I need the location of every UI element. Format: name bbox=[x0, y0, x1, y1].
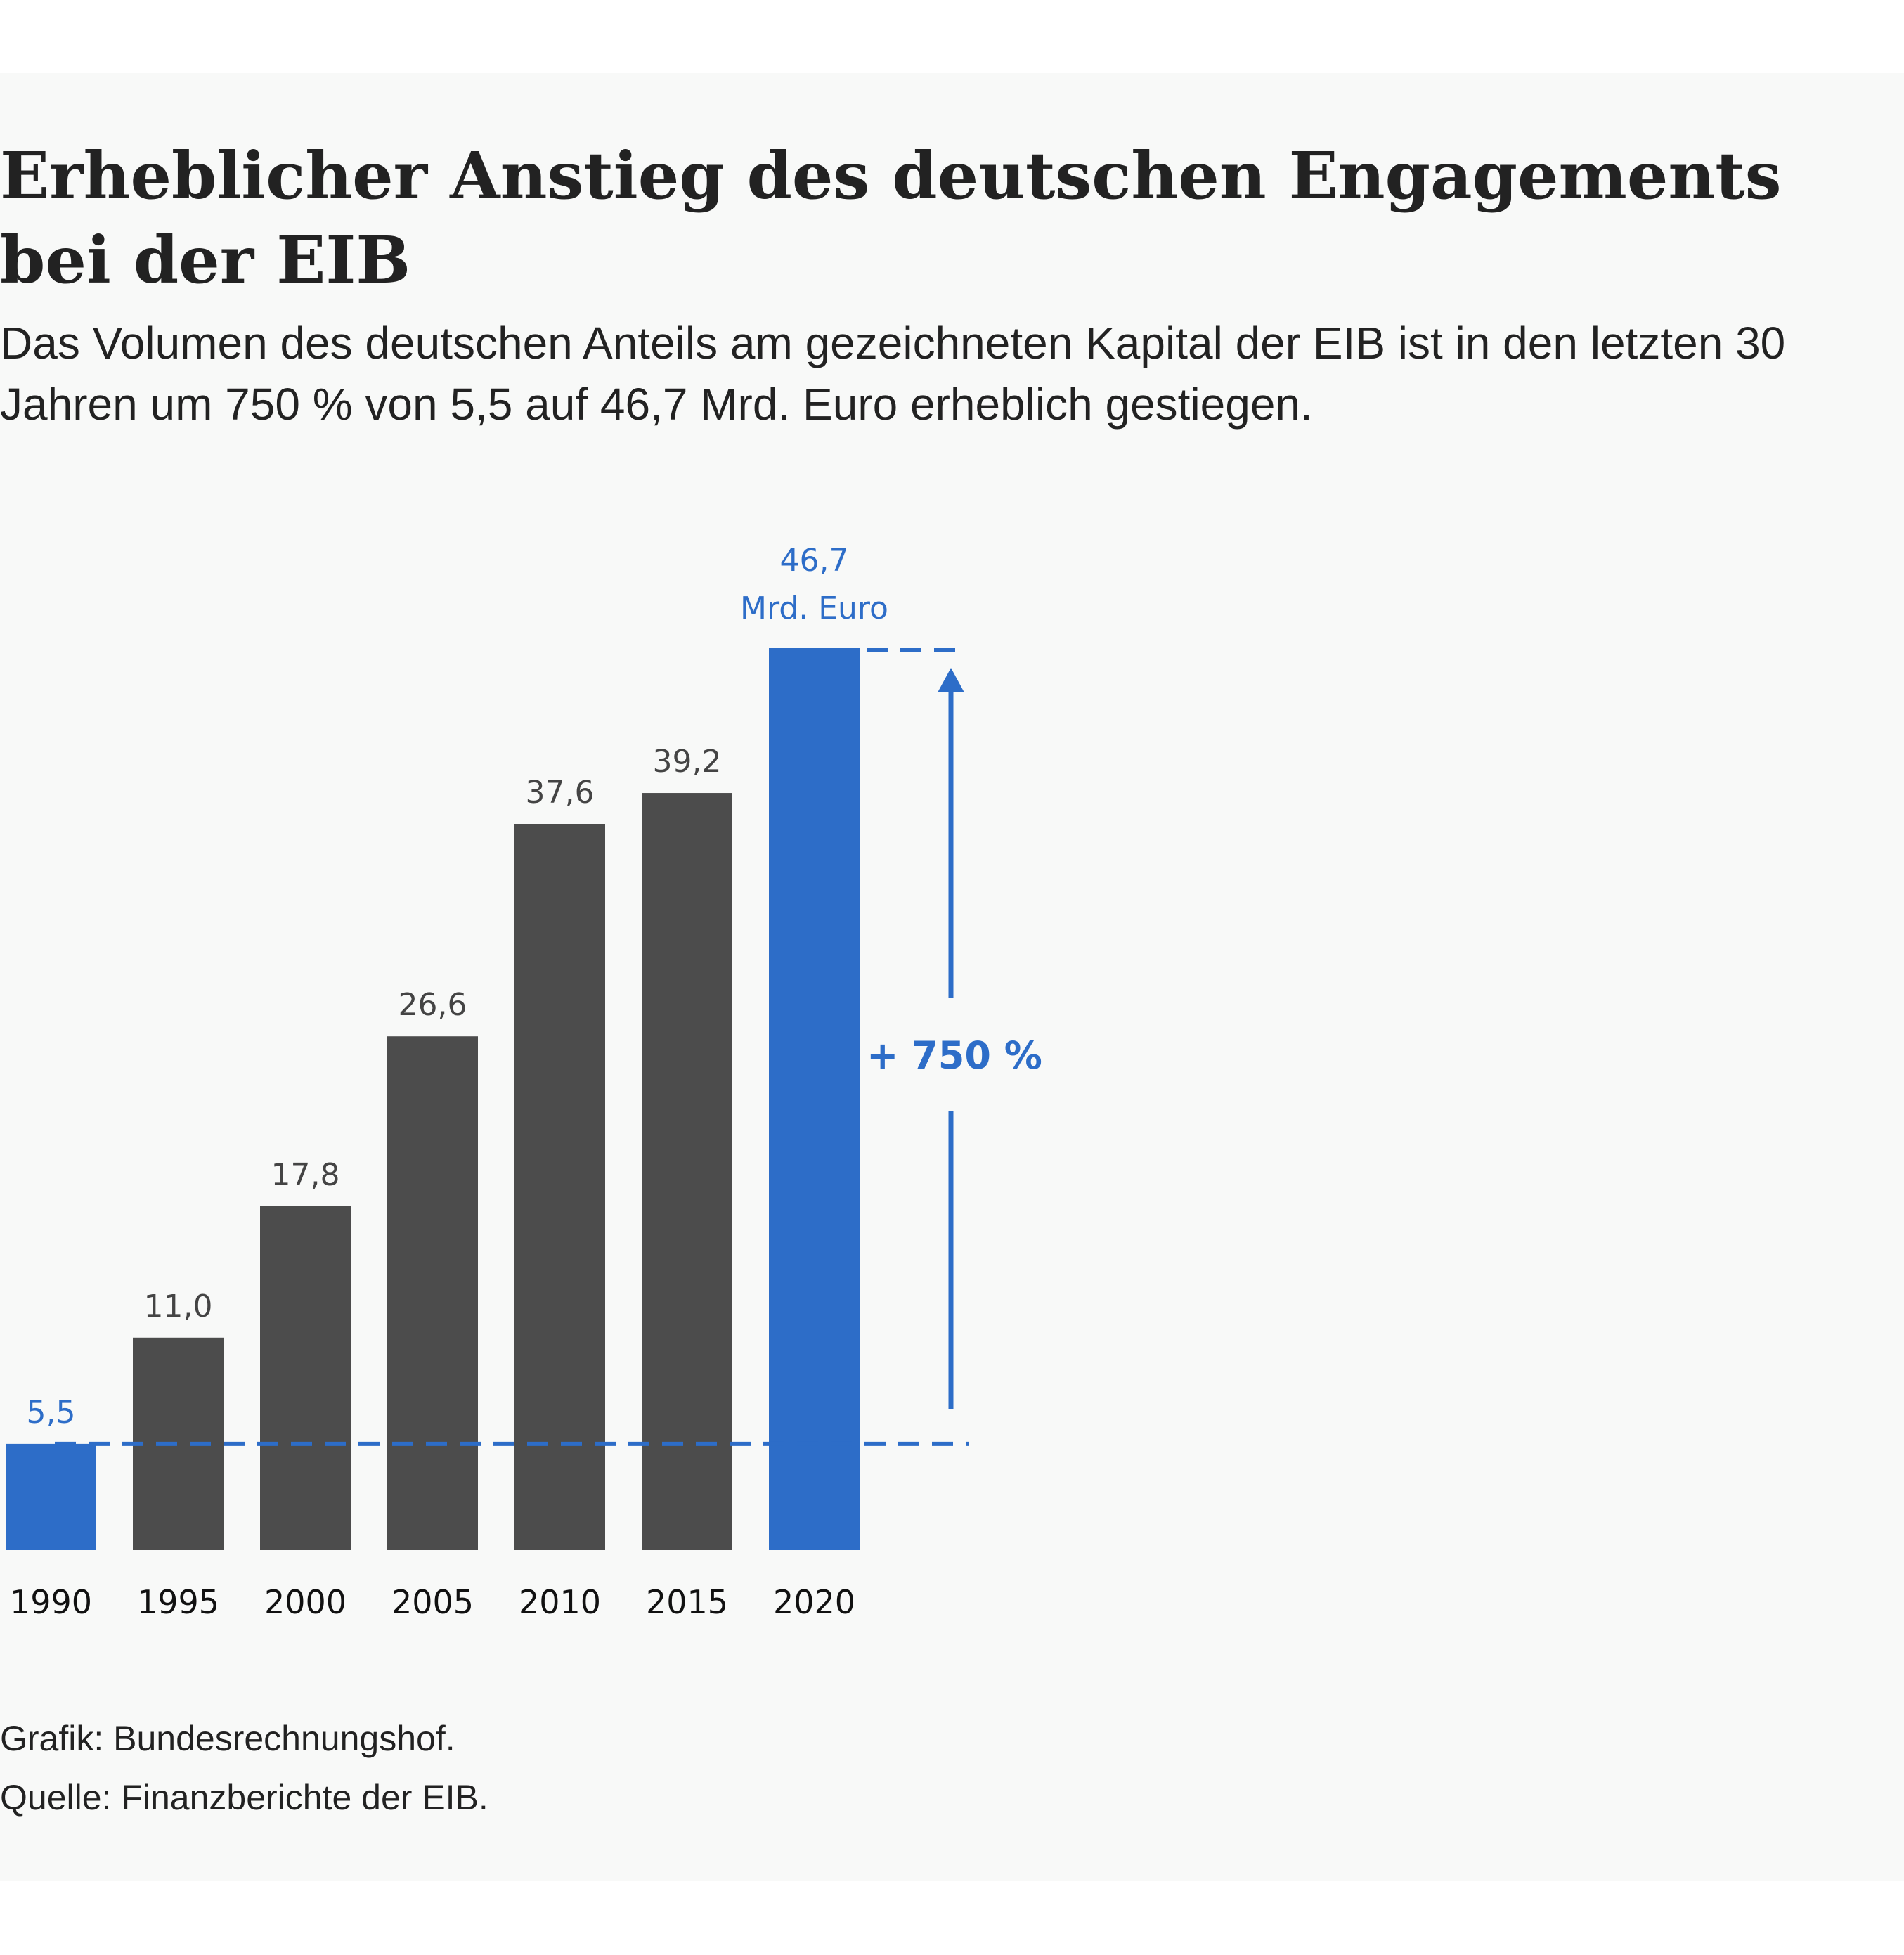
chart-subtitle: Das Volumen des deutschen Anteils am gez… bbox=[0, 318, 1786, 430]
bar-2000 bbox=[260, 1206, 351, 1550]
credit-source: Quelle: Finanzberichte der EIB. bbox=[0, 1778, 488, 1817]
bar-2010 bbox=[514, 824, 605, 1550]
value-label-2015: 39,2 bbox=[653, 744, 722, 780]
bar-2015 bbox=[642, 793, 732, 1550]
growth-annotation-label: + 750 % bbox=[867, 1033, 1042, 1078]
bar-2005 bbox=[387, 1036, 478, 1550]
arrow-head-icon bbox=[938, 668, 964, 692]
credit-graphic: Grafik: Bundesrechnungshof. bbox=[0, 1719, 455, 1758]
x-tick-2010: 2010 bbox=[519, 1583, 601, 1621]
value-label-2010: 37,6 bbox=[526, 775, 595, 811]
x-tick-2005: 2005 bbox=[391, 1583, 474, 1621]
reference-lines bbox=[55, 648, 969, 1446]
value-labels: 5,5 11,0 17,8 26,6 37,6 39,2 46,7 Mrd. Euro bbox=[27, 543, 888, 1431]
value-label-2020: 46,7 bbox=[780, 543, 849, 579]
x-tick-2020: 2020 bbox=[773, 1583, 855, 1621]
x-tick-1990: 1990 bbox=[10, 1583, 92, 1621]
value-label-2005: 26,6 bbox=[399, 987, 467, 1023]
chart-title: Erheblicher Anstieg des deutschen Engage… bbox=[0, 138, 1782, 298]
unit-label: Mrd. Euro bbox=[740, 591, 888, 626]
x-tick-2015: 2015 bbox=[646, 1583, 728, 1621]
x-tick-labels: 1990 1995 2000 2005 2010 2015 2020 bbox=[10, 1583, 855, 1621]
growth-annotation: + 750 % bbox=[867, 668, 1042, 1409]
bars bbox=[6, 648, 860, 1550]
x-tick-2000: 2000 bbox=[264, 1583, 347, 1621]
value-label-1990: 5,5 bbox=[27, 1395, 76, 1431]
x-tick-1995: 1995 bbox=[137, 1583, 219, 1621]
bar-1990 bbox=[6, 1443, 96, 1550]
bar-2020 bbox=[769, 648, 860, 1550]
value-label-1995: 11,0 bbox=[144, 1289, 213, 1324]
value-label-2000: 17,8 bbox=[271, 1157, 340, 1193]
